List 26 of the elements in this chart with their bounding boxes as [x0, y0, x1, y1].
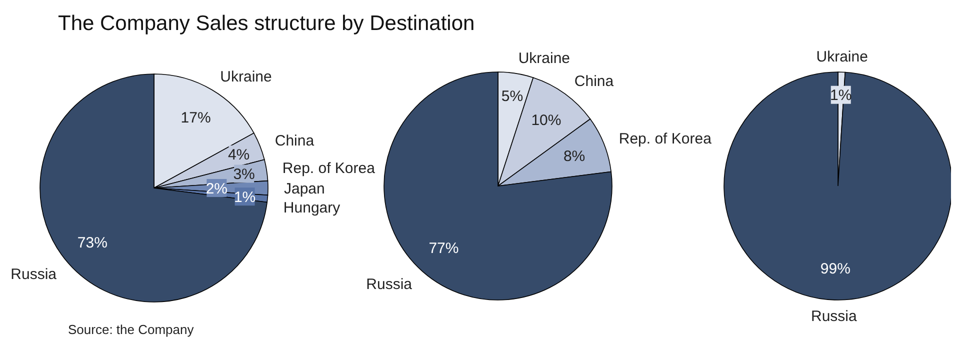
- data-label: 4%: [228, 146, 250, 164]
- slice-label: China: [274, 132, 315, 150]
- slice-label: Ukraine: [518, 50, 570, 67]
- data-label: 5%: [501, 88, 524, 106]
- slice-label: Japan: [284, 180, 325, 198]
- slice-label: Ukraine: [220, 68, 272, 86]
- slice-label: Russia: [366, 276, 413, 293]
- slice-label: Russia: [10, 266, 58, 284]
- data-label: 99%: [820, 260, 850, 278]
- slice-label: Ukraine: [816, 48, 868, 66]
- data-label: 77%: [428, 240, 459, 257]
- data-label: 2%: [206, 180, 228, 198]
- chart-title: The Company Sales structure by Destination: [58, 12, 475, 35]
- slice-label: Hungary: [283, 199, 341, 216]
- data-label: 8%: [563, 148, 586, 166]
- slice-label: Russia: [810, 308, 858, 326]
- data-label: 73%: [77, 234, 108, 252]
- data-label: 10%: [531, 112, 562, 129]
- data-label: 17%: [180, 110, 211, 127]
- slice-label: Rep. of Korea: [618, 130, 712, 148]
- data-label: 3%: [233, 166, 255, 183]
- pie-slice: [724, 72, 951, 300]
- data-label: 1%: [234, 188, 256, 206]
- slice-label: China: [574, 73, 614, 90]
- source-note: Source: the Company: [68, 322, 194, 337]
- legend-label: Rep. of Korea: [282, 160, 376, 177]
